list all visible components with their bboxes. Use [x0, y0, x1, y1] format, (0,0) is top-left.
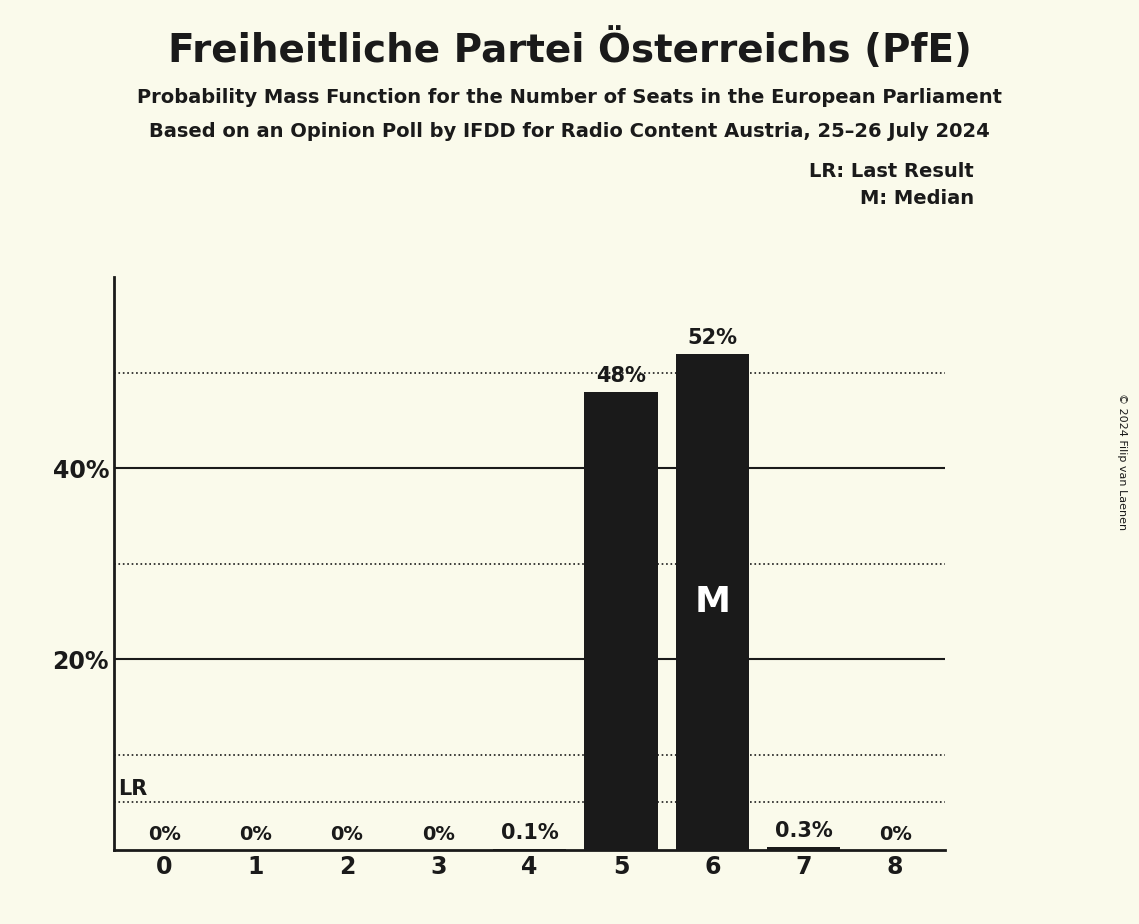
Text: © 2024 Filip van Laenen: © 2024 Filip van Laenen: [1117, 394, 1126, 530]
Text: Probability Mass Function for the Number of Seats in the European Parliament: Probability Mass Function for the Number…: [137, 88, 1002, 107]
Text: M: M: [695, 585, 730, 619]
Bar: [493, 849, 566, 850]
Bar: [675, 354, 749, 850]
Text: 0%: 0%: [421, 825, 454, 845]
Text: 0%: 0%: [878, 825, 911, 845]
Text: LR: Last Result: LR: Last Result: [809, 162, 974, 181]
Text: Freiheitliche Partei Österreichs (PfE): Freiheitliche Partei Österreichs (PfE): [167, 28, 972, 69]
Text: LR: LR: [118, 780, 148, 799]
Text: 0%: 0%: [239, 825, 272, 845]
Text: 0%: 0%: [330, 825, 363, 845]
Bar: [768, 847, 841, 850]
Text: 0.3%: 0.3%: [775, 821, 833, 842]
Text: 48%: 48%: [596, 366, 646, 386]
Bar: [584, 392, 657, 850]
Text: M: Median: M: Median: [860, 189, 974, 209]
Text: 52%: 52%: [687, 328, 737, 347]
Text: 0%: 0%: [148, 825, 181, 845]
Text: Based on an Opinion Poll by IFDD for Radio Content Austria, 25–26 July 2024: Based on an Opinion Poll by IFDD for Rad…: [149, 122, 990, 141]
Text: 0.1%: 0.1%: [501, 823, 558, 844]
